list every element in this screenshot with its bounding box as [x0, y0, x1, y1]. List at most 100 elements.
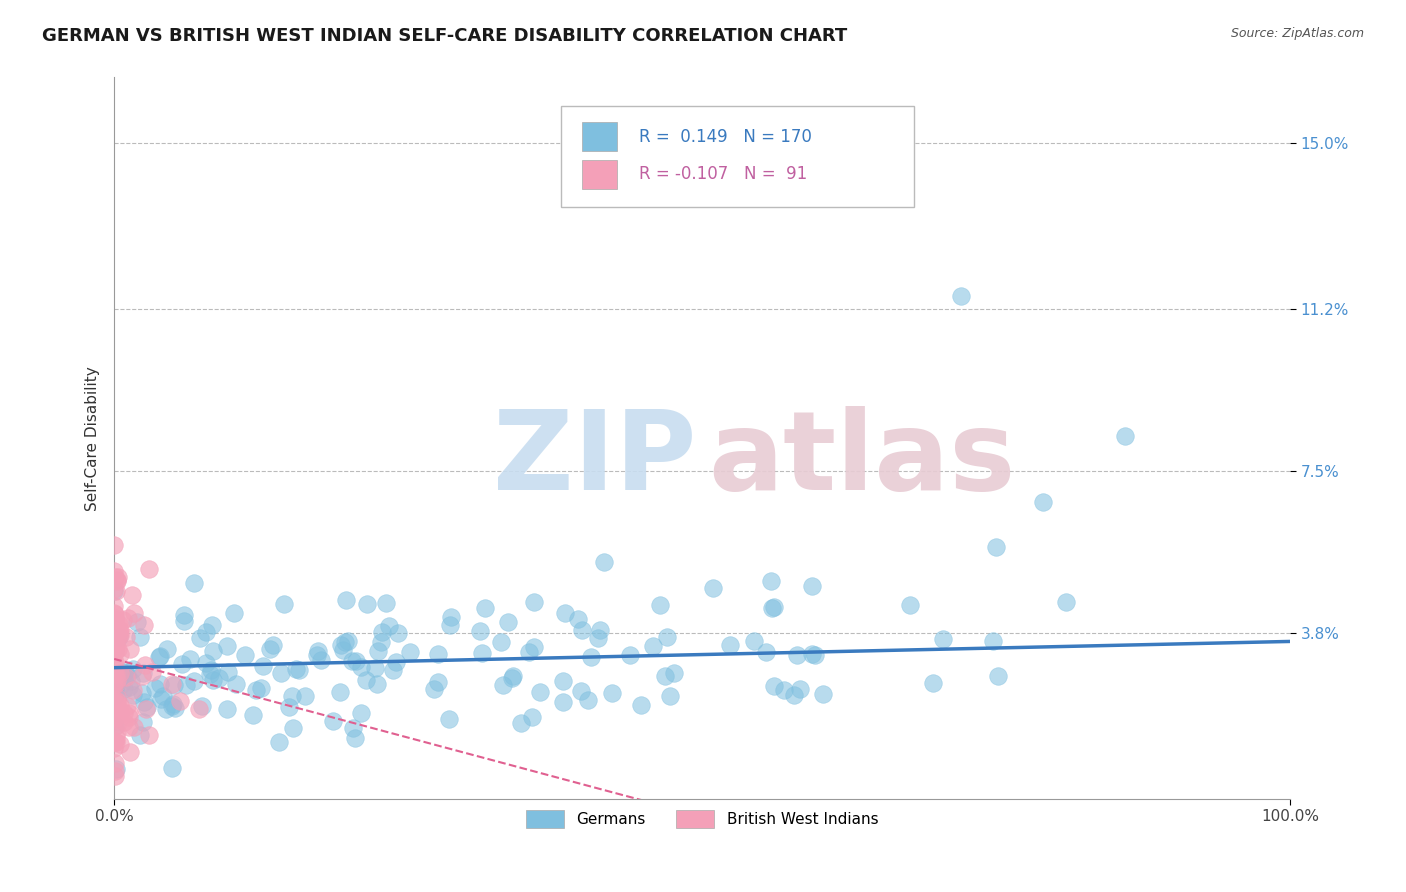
Point	[755, 645, 778, 659]
Point	[354, 673, 377, 687]
Point	[174, 678, 197, 692]
Point	[949, 289, 972, 303]
Point	[224, 606, 246, 620]
Point	[104, 639, 127, 653]
Point	[117, 721, 139, 735]
Point	[983, 633, 1005, 648]
Point	[105, 690, 128, 704]
Point	[107, 641, 129, 656]
Point	[148, 650, 170, 665]
Point	[132, 666, 155, 681]
Point	[188, 631, 211, 645]
Point	[662, 665, 685, 680]
Point	[702, 581, 724, 595]
Point	[553, 695, 575, 709]
Point	[800, 579, 823, 593]
Point	[103, 622, 125, 636]
Point	[337, 634, 360, 648]
Point	[217, 702, 239, 716]
Point	[129, 728, 152, 742]
Point	[103, 616, 125, 631]
Point	[332, 642, 354, 657]
Point	[259, 641, 281, 656]
Point	[170, 657, 193, 671]
Point	[427, 675, 450, 690]
Point	[112, 613, 135, 627]
Point	[160, 676, 183, 690]
Point	[371, 624, 394, 639]
Point	[786, 648, 808, 662]
Point	[630, 698, 652, 713]
Point	[134, 695, 156, 709]
Point	[492, 678, 515, 692]
Point	[103, 692, 125, 706]
Point	[105, 584, 128, 599]
Point	[378, 619, 401, 633]
Point	[742, 634, 765, 648]
Point	[349, 659, 371, 673]
Point	[183, 576, 205, 591]
Point	[156, 642, 179, 657]
Point	[491, 635, 513, 649]
Point	[520, 710, 543, 724]
Point	[103, 623, 125, 637]
Point	[641, 639, 664, 653]
Point	[439, 618, 461, 632]
Point	[250, 681, 273, 696]
Point	[344, 654, 367, 668]
Point	[195, 624, 218, 639]
Point	[502, 669, 524, 683]
Point	[104, 641, 127, 656]
Point	[103, 538, 125, 552]
Point	[474, 600, 496, 615]
Point	[110, 665, 132, 680]
Point	[114, 670, 136, 684]
Point	[108, 628, 131, 642]
Point	[440, 610, 463, 624]
Point	[208, 671, 231, 685]
Text: ZIP: ZIP	[494, 406, 696, 513]
Point	[103, 656, 125, 670]
Point	[105, 677, 128, 691]
Point	[201, 617, 224, 632]
Point	[198, 667, 221, 681]
Point	[187, 702, 209, 716]
Point	[356, 597, 378, 611]
Point	[143, 681, 166, 695]
Point	[104, 667, 127, 681]
Point	[586, 631, 609, 645]
Point	[121, 662, 143, 676]
Point	[498, 615, 520, 629]
Point	[104, 611, 127, 625]
Point	[269, 735, 291, 749]
Point	[131, 668, 153, 682]
Point	[125, 615, 148, 629]
Point	[103, 607, 125, 622]
Point	[202, 644, 225, 658]
Point	[128, 630, 150, 644]
Text: GERMAN VS BRITISH WEST INDIAN SELF-CARE DISABILITY CORRELATION CHART: GERMAN VS BRITISH WEST INDIAN SELF-CARE …	[42, 27, 848, 45]
Point	[593, 556, 616, 570]
Point	[118, 706, 141, 721]
Point	[551, 673, 574, 688]
Point	[322, 714, 344, 728]
Point	[427, 647, 450, 661]
Point	[118, 710, 141, 724]
Point	[619, 648, 641, 662]
Point	[105, 694, 128, 708]
Point	[307, 648, 329, 663]
Point	[103, 678, 125, 692]
Point	[1032, 494, 1054, 508]
Point	[138, 562, 160, 576]
Point	[108, 616, 131, 631]
Point	[287, 663, 309, 677]
Point	[363, 661, 385, 675]
Point	[104, 710, 127, 724]
Point	[107, 623, 129, 637]
Point	[470, 647, 492, 661]
Point	[173, 607, 195, 622]
Point	[115, 668, 138, 682]
Point	[367, 643, 389, 657]
Point	[763, 680, 786, 694]
Point	[103, 662, 125, 676]
